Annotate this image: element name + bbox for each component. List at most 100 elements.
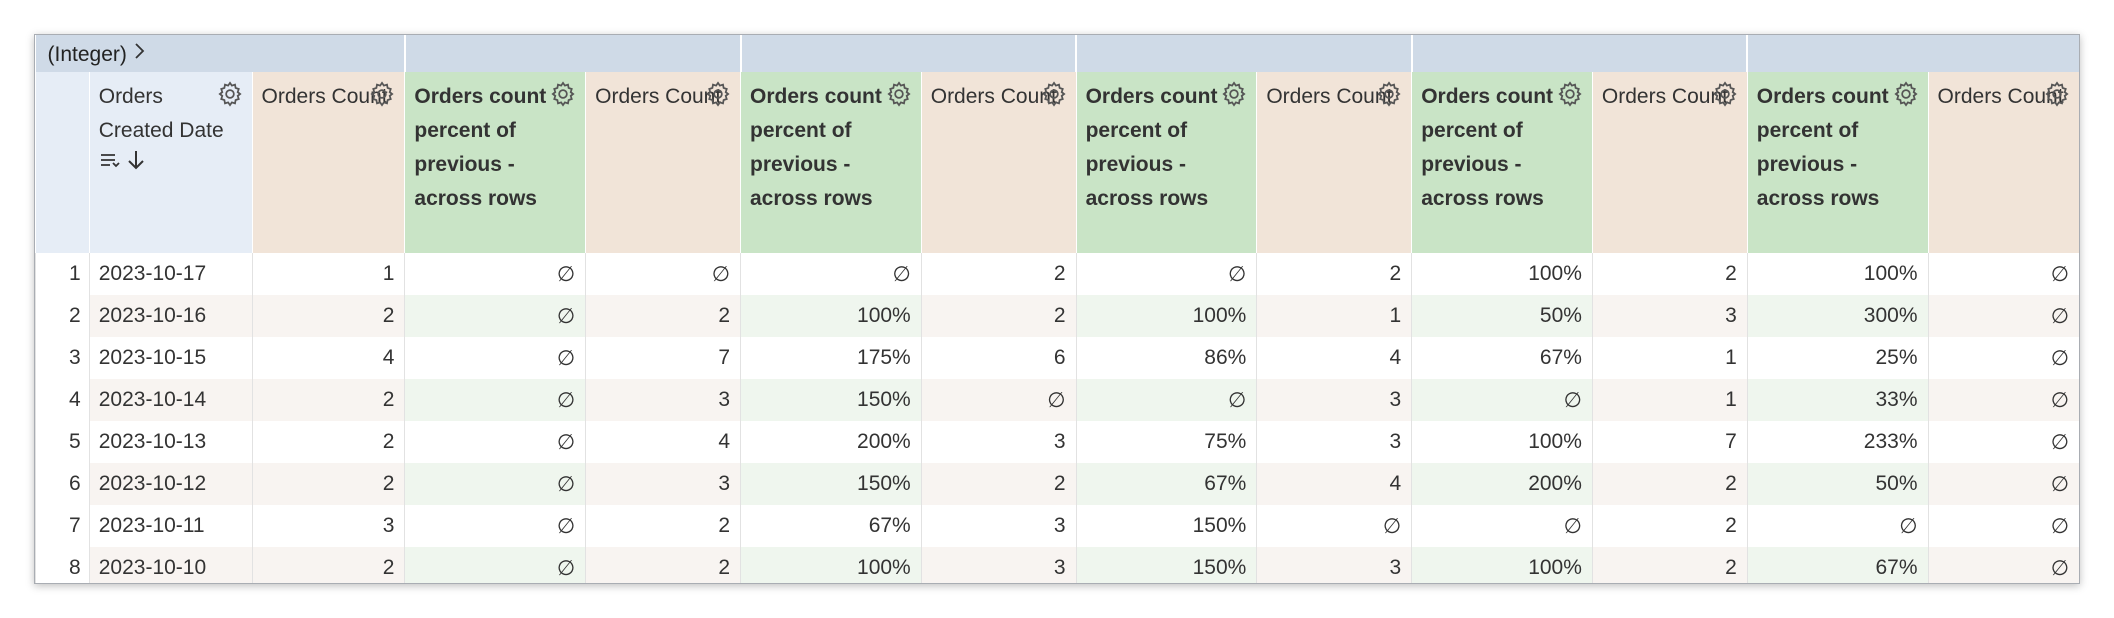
table-cell: 2 [1256, 253, 1412, 295]
table-cell: 175% [740, 337, 922, 379]
column-header: Orders Count [1591, 72, 1748, 253]
table-row: 2 2023-10-16 2 ∅ 2 100% 2 100% 1 50% 3 300% ∅ [35, 295, 2079, 337]
settings-icon[interactable] [2043, 80, 2071, 108]
table-row: 6 2023-10-12 2 ∅ 3 150% 2 67% 4 200% 2 50% ∅ [35, 463, 2079, 505]
table-row: 5 2023-10-13 2 ∅ 4 200% 3 75% 3 100% 7 233% ∅ [35, 421, 2079, 463]
table-cell: 100% [1411, 547, 1593, 583]
table-row: 3 2023-10-15 4 ∅ 7 175% 6 86% 4 67% 1 25% ∅ [35, 337, 2079, 379]
settings-icon[interactable] [1375, 80, 1403, 108]
row-number: 3 [35, 337, 90, 379]
column-header-text: Orders Count [1601, 85, 1728, 108]
column-header-text: Orders count percent of previous - acros… [1756, 85, 1889, 210]
table-cell: 200% [1411, 463, 1593, 505]
table-cell: 67% [1411, 337, 1593, 379]
column-header: Orders count percent of previous - acros… [1411, 72, 1593, 253]
settings-icon[interactable] [1711, 80, 1739, 108]
pivot-label-text: (Integer) [47, 42, 127, 66]
sort-icons[interactable] [99, 150, 125, 172]
table-cell: 1 [1591, 337, 1748, 379]
table-cell: 2 [920, 253, 1077, 295]
settings-icon[interactable] [368, 80, 396, 108]
column-header-text: Orders Count [930, 85, 1057, 108]
column-header: Orders Count [251, 72, 405, 253]
table-cell: 67% [1746, 547, 1929, 583]
pivot-label: (Integer) [35, 35, 405, 72]
row-number: 1 [35, 253, 90, 295]
sort-direction-icon[interactable] [125, 148, 147, 172]
pivot-table: (Integer) Orders Created Date Orders Cou… [34, 34, 2080, 584]
table-cell: 100% [740, 547, 922, 583]
table-cell: 2 [1591, 547, 1748, 583]
settings-icon[interactable] [1220, 80, 1248, 108]
column-header-text: Orders Created Date [90, 72, 227, 183]
column-header-text: Orders count percent of previous - acros… [1421, 85, 1554, 210]
table-cell: 150% [1075, 505, 1257, 547]
table-cell: ∅ [404, 337, 586, 379]
chevron-icon[interactable] [133, 41, 147, 61]
column-header: Orders Count [920, 72, 1077, 253]
table-cell: 2 [920, 295, 1077, 337]
table-cell: 4 [585, 421, 741, 463]
pivot-cell [1410, 35, 1748, 72]
pivot-cell [739, 35, 1077, 72]
table-cell: ∅ [1927, 295, 2079, 337]
table-cell: 2023-10-11 [88, 505, 253, 547]
column-header: Orders count percent of previous - acros… [1075, 72, 1257, 253]
table-cell: 2023-10-12 [88, 463, 253, 505]
header-row: Orders Created Date Orders Count Orders c… [35, 72, 2079, 253]
table-cell: ∅ [404, 463, 586, 505]
table-cell: ∅ [404, 379, 586, 421]
settings-icon[interactable] [1556, 80, 1584, 108]
table-cell: 50% [1411, 295, 1593, 337]
table-cell: ∅ [1927, 505, 2079, 547]
row-number: 5 [35, 421, 90, 463]
table-cell: 150% [740, 463, 922, 505]
column-header [35, 72, 90, 253]
table-cell: 300% [1746, 295, 1929, 337]
settings-icon[interactable] [885, 80, 913, 108]
table-cell: 2023-10-17 [88, 253, 253, 295]
table-cell: 3 [585, 463, 741, 505]
table-cell: 3 [1256, 379, 1412, 421]
settings-icon[interactable] [1040, 80, 1068, 108]
table-cell: 2 [585, 505, 741, 547]
table-cell: 2 [1591, 253, 1748, 295]
table-cell: ∅ [920, 379, 1077, 421]
column-header: Orders Created Date [88, 72, 253, 253]
table-cell: 2023-10-13 [88, 421, 253, 463]
table-row: 1 2023-10-17 1 ∅ ∅ ∅ 2 ∅ 2 100% 2 100% ∅ [35, 253, 2079, 295]
table-cell: ∅ [740, 253, 922, 295]
table-cell: 3 [251, 505, 405, 547]
table-cell: 2023-10-15 [88, 337, 253, 379]
settings-icon[interactable] [704, 80, 732, 108]
table-cell: 2 [251, 379, 405, 421]
table-cell: ∅ [1927, 379, 2079, 421]
table-cell: 3 [920, 505, 1077, 547]
column-header-text: Orders Count [1937, 85, 2064, 108]
table-cell: ∅ [404, 421, 586, 463]
table-row: 8 2023-10-10 2 ∅ 2 100% 3 150% 3 100% 2 67% ∅ [35, 547, 2079, 583]
pivot-header-row: (Integer) [35, 35, 2079, 72]
table-cell: ∅ [404, 253, 586, 295]
table-cell: 2023-10-16 [88, 295, 253, 337]
settings-icon[interactable] [549, 80, 577, 108]
table-cell: 50% [1746, 463, 1929, 505]
table-cell: 3 [1256, 547, 1412, 583]
table-cell: ∅ [1927, 421, 2079, 463]
table-cell: 100% [1746, 253, 1929, 295]
table-cell: ∅ [1411, 379, 1593, 421]
settings-icon[interactable] [216, 80, 244, 108]
table-cell: ∅ [1927, 337, 2079, 379]
table-row: 7 2023-10-11 3 ∅ 2 67% 3 150% ∅ ∅ 2 ∅ ∅ [35, 505, 2079, 547]
table-cell: 2 [251, 547, 405, 583]
column-header-text: Orders Count [595, 85, 722, 108]
table-cell: 86% [1075, 337, 1257, 379]
column-header: Orders Count [1256, 72, 1412, 253]
table-cell: 150% [740, 379, 922, 421]
table-cell: 6 [920, 337, 1077, 379]
table-cell: ∅ [1411, 505, 1593, 547]
table-cell: ∅ [404, 295, 586, 337]
table-cell: 67% [1075, 463, 1257, 505]
table-cell: 150% [1075, 547, 1257, 583]
settings-icon[interactable] [1892, 80, 1920, 108]
